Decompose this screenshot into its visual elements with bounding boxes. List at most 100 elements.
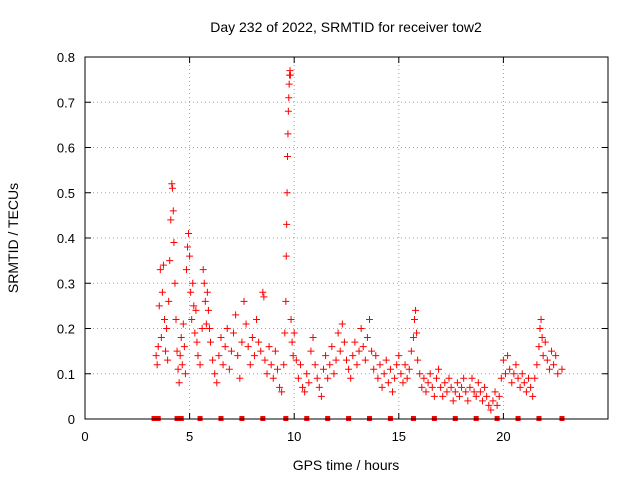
data-point: [506, 365, 514, 373]
data-point: [157, 334, 165, 342]
data-point: [199, 266, 207, 274]
y-tick-label: 0.7: [57, 95, 75, 110]
data-point: [413, 329, 421, 337]
data-point: [168, 184, 176, 192]
data-point: [215, 352, 223, 360]
data-point: [319, 365, 327, 373]
data-point: [405, 365, 413, 373]
data-point: [299, 383, 307, 391]
data-point: [445, 374, 453, 382]
data-point: [428, 383, 436, 391]
x-tick-label: 20: [496, 429, 510, 444]
data-point: [303, 370, 311, 378]
data-point: [187, 288, 195, 296]
data-point: [203, 288, 211, 296]
data-point: [269, 374, 277, 382]
data-point: [395, 352, 403, 360]
data-point: [414, 356, 422, 364]
data-point: [156, 266, 164, 274]
data-point: [284, 153, 292, 161]
data-point: [225, 365, 233, 373]
data-point: [355, 347, 363, 355]
data-point: [426, 370, 434, 378]
y-tick-label: 0.2: [57, 322, 75, 337]
data-point: [495, 392, 503, 400]
data-point: [420, 374, 428, 382]
data-point: [550, 361, 558, 369]
data-point: [242, 320, 250, 328]
data-point: [175, 379, 183, 387]
y-axis-label: SRMTID / TECUs: [5, 183, 21, 293]
data-point: [176, 352, 184, 360]
data-point: [539, 352, 547, 360]
data-point: [204, 306, 212, 314]
data-point: [261, 356, 269, 364]
y-tick-label: 0: [68, 412, 75, 427]
data-point: [282, 252, 290, 260]
data-point: [338, 320, 346, 328]
data-point: [384, 379, 392, 387]
data-point: [193, 338, 201, 346]
data-point: [248, 334, 256, 342]
data-point: [246, 361, 254, 369]
data-point: [223, 325, 231, 332]
data-point: [273, 365, 281, 373]
data-point: [537, 315, 545, 323]
data-point: [453, 379, 461, 387]
data-point: [441, 379, 449, 387]
data-point: [322, 352, 330, 360]
data-point: [244, 343, 252, 351]
data-point: [234, 352, 242, 360]
data-point: [181, 370, 189, 378]
x-axis-label: GPS time / hours: [293, 457, 400, 473]
data-point: [309, 334, 317, 342]
axis-ticks: 0 0.1 0.2 0.3 0.4 0.5 0.6 0.7 0.8 0 5 10 15 20: [57, 50, 608, 444]
data-point: [213, 379, 221, 387]
data-point: [185, 229, 193, 237]
data-point: [154, 343, 162, 351]
data-point: [209, 356, 217, 364]
data-point: [474, 379, 482, 387]
data-point: [168, 180, 176, 188]
data-point: [504, 352, 512, 360]
x-tick-label: 5: [186, 429, 193, 444]
data-point: [180, 343, 188, 351]
data-point: [533, 361, 541, 369]
data-point: [478, 397, 486, 405]
x-tick-label: 10: [287, 429, 301, 444]
data-point: [525, 374, 533, 382]
data-point: [211, 370, 219, 378]
data-point: [166, 257, 174, 265]
data-point: [359, 343, 367, 351]
data-point: [535, 343, 543, 351]
data-point: [376, 361, 384, 369]
data-point: [531, 374, 539, 382]
data-point: [476, 388, 484, 396]
data-point: [271, 347, 279, 355]
data-point: [240, 297, 248, 305]
data-point: [370, 365, 378, 373]
data-point: [351, 338, 359, 346]
data-point: [389, 388, 397, 396]
data-point: [315, 383, 323, 391]
data-point: [514, 374, 522, 382]
data-point: [191, 329, 199, 337]
data-point: [207, 338, 215, 346]
data-point: [328, 343, 336, 351]
y-tick-label: 0.5: [57, 186, 75, 201]
data-point: [554, 370, 562, 378]
data-point: [382, 356, 390, 364]
data-point: [386, 365, 394, 373]
data-point: [221, 343, 229, 351]
data-point: [177, 334, 185, 342]
data-point: [399, 379, 407, 387]
data-point: [516, 383, 524, 391]
data-point: [196, 361, 204, 369]
data-point: [227, 347, 235, 355]
data-point: [259, 288, 267, 296]
data-point: [508, 379, 516, 387]
data-point: [330, 370, 338, 378]
data-point: [443, 388, 451, 396]
data-point: [311, 361, 319, 369]
data-point: [437, 383, 445, 391]
